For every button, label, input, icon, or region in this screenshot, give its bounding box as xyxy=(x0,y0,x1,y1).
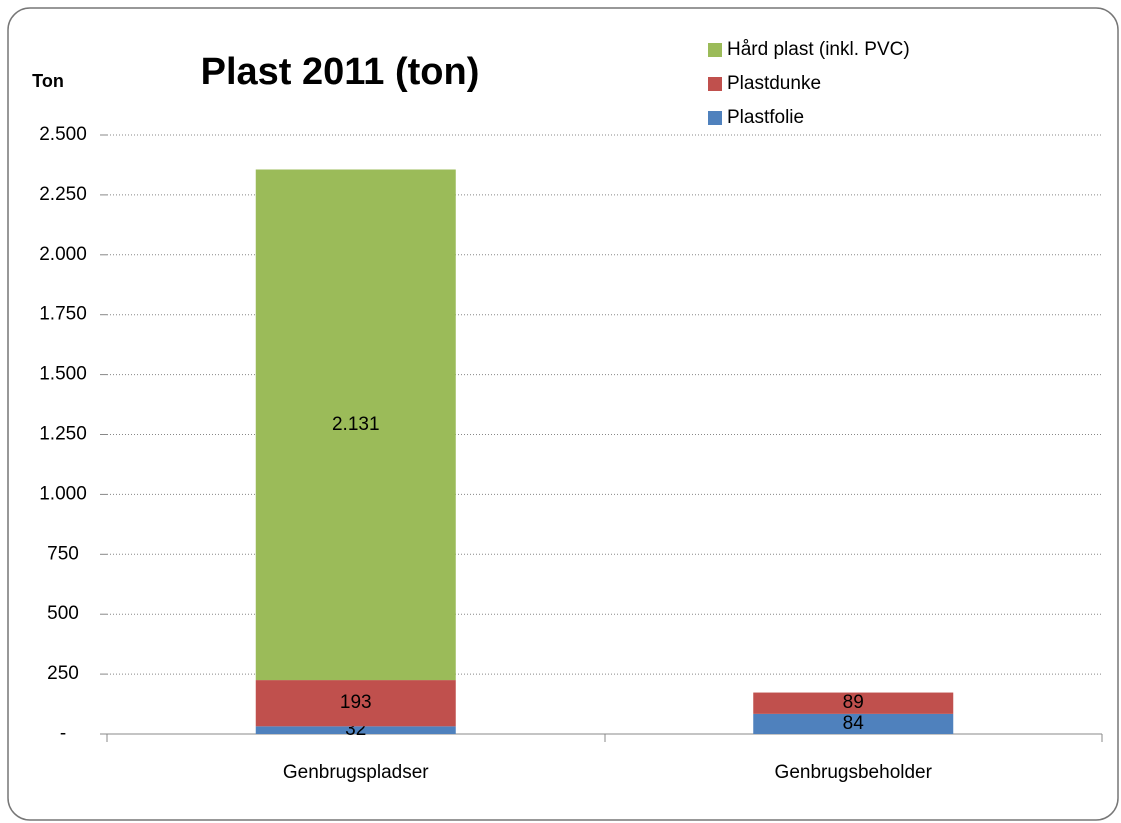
y-axis-label: Ton xyxy=(32,71,64,91)
data-label: 193 xyxy=(340,692,372,713)
legend-label: Plastdunke xyxy=(727,73,821,94)
chart-title: Plast 2011 (ton) xyxy=(201,51,480,93)
y-tick-label: 250 xyxy=(47,663,79,684)
data-label: 2.131 xyxy=(332,414,380,435)
bar-segment xyxy=(255,169,456,681)
y-tick-label: 2.500 xyxy=(39,124,87,145)
y-tick-label: 500 xyxy=(47,603,79,624)
bar-segment xyxy=(255,680,456,727)
bar-segment xyxy=(255,726,456,734)
bar-segment xyxy=(753,692,954,714)
x-tick-label: Genbrugspladser xyxy=(283,762,429,783)
y-tick-label: 1.250 xyxy=(39,424,87,445)
legend-label: Plastfolie xyxy=(727,107,804,128)
data-label: 89 xyxy=(843,692,864,713)
data-label: 84 xyxy=(843,713,865,734)
legend-swatch xyxy=(708,111,722,125)
legend-swatch xyxy=(708,77,722,91)
y-tick-label: 1.750 xyxy=(39,304,87,325)
x-tick-label: Genbrugsbeholder xyxy=(775,762,933,783)
y-tick-label: 750 xyxy=(47,543,79,564)
y-tick-label: 2.250 xyxy=(39,184,87,205)
y-tick-label: - xyxy=(60,723,66,744)
bar-segment xyxy=(753,713,954,734)
y-tick-label: 1.000 xyxy=(39,483,87,504)
y-tick-label: 1.500 xyxy=(39,364,87,385)
legend-swatch xyxy=(708,43,722,57)
y-tick-label: 2.000 xyxy=(39,244,87,265)
legend-label: Hård plast (inkl. PVC) xyxy=(727,39,910,60)
